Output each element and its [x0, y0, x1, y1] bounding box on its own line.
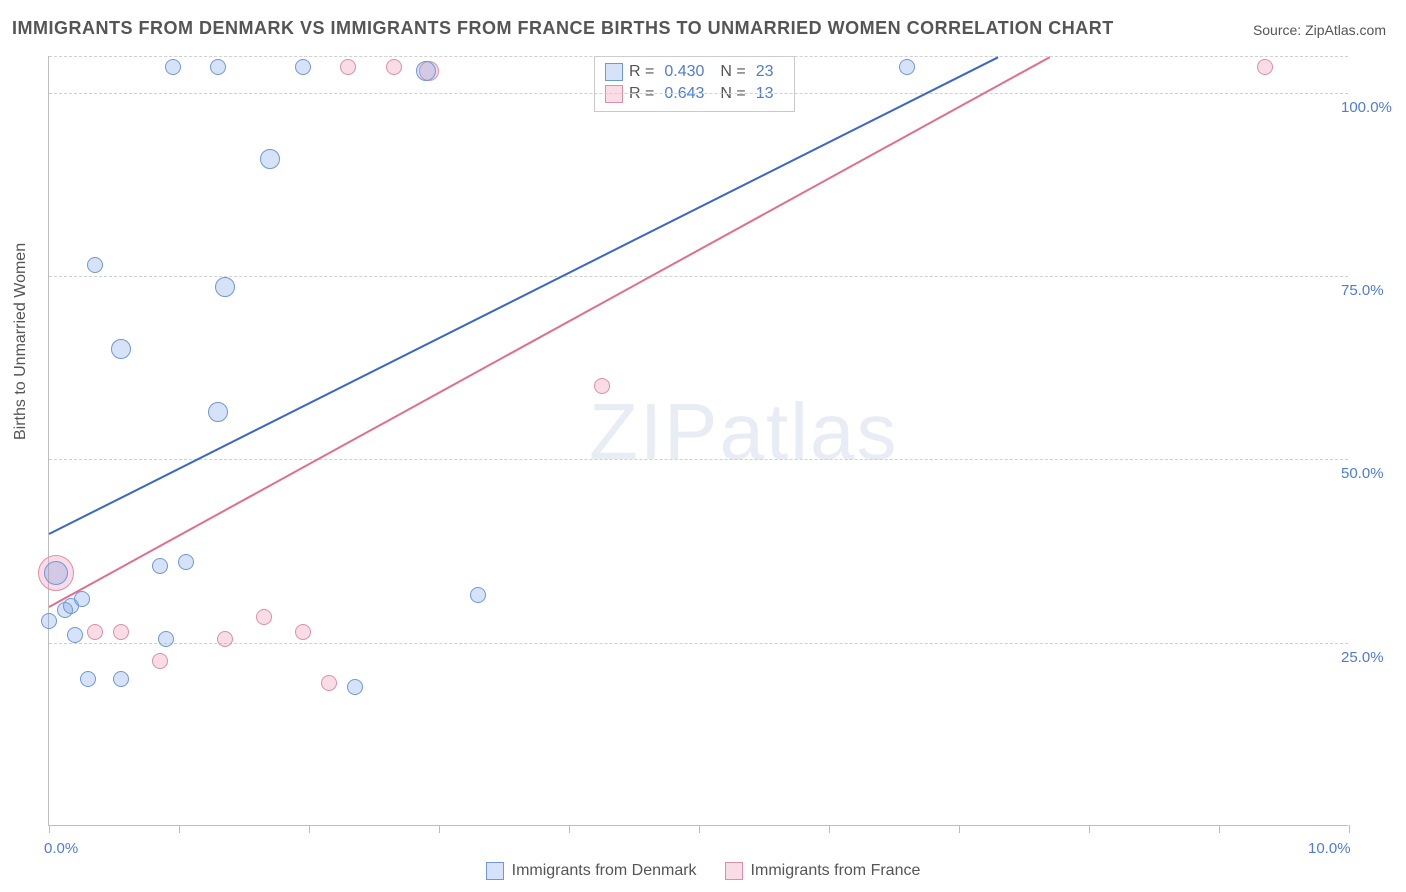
data-point: [594, 378, 610, 394]
gridline: [49, 643, 1348, 644]
data-point: [217, 631, 233, 647]
data-point: [113, 624, 129, 640]
x-tick: [1349, 825, 1350, 833]
r-value-france: 0.643: [664, 85, 704, 103]
data-point: [215, 277, 235, 297]
r-label: R =: [629, 85, 654, 103]
data-point: [87, 257, 103, 273]
gridline: [49, 459, 1348, 460]
data-point: [256, 609, 272, 625]
swatch-france: [605, 85, 623, 103]
x-tick: [439, 825, 440, 833]
x-tick: [829, 825, 830, 833]
y-tick-label: 25.0%: [1341, 649, 1384, 666]
series-legend: Immigrants from Denmark Immigrants from …: [0, 854, 1406, 888]
data-point: [470, 587, 486, 603]
x-tick: [49, 825, 50, 833]
scatter-plot-area: ZIPatlas R = 0.430 N = 23 R = 0.643 N = …: [48, 56, 1348, 826]
data-point: [113, 671, 129, 687]
x-tick: [179, 825, 180, 833]
data-point: [44, 561, 68, 585]
data-point: [111, 339, 131, 359]
x-tick: [699, 825, 700, 833]
data-point: [295, 624, 311, 640]
data-point: [67, 627, 83, 643]
data-point: [340, 59, 356, 75]
x-tick: [1089, 825, 1090, 833]
data-point: [386, 59, 402, 75]
data-point: [899, 59, 915, 75]
legend-label-denmark: Immigrants from Denmark: [512, 862, 697, 880]
data-point: [165, 59, 181, 75]
legend-label-france: Immigrants from France: [751, 862, 921, 880]
data-point: [158, 631, 174, 647]
n-label: N =: [720, 85, 745, 103]
swatch-denmark: [605, 63, 623, 81]
trend-line: [49, 56, 999, 534]
x-tick: [569, 825, 570, 833]
gridline: [49, 56, 1348, 57]
correlation-legend: R = 0.430 N = 23 R = 0.643 N = 13: [594, 56, 795, 112]
n-value-france: 13: [756, 85, 774, 103]
legend-item-france: Immigrants from France: [725, 854, 921, 888]
data-point: [295, 59, 311, 75]
y-tick-label: 75.0%: [1341, 282, 1384, 299]
data-point: [321, 675, 337, 691]
data-point: [87, 624, 103, 640]
data-point: [152, 558, 168, 574]
r-label: R =: [629, 63, 654, 81]
legend-row-denmark: R = 0.430 N = 23: [605, 61, 784, 83]
data-point: [416, 61, 436, 81]
gridline: [49, 276, 1348, 277]
r-value-denmark: 0.430: [664, 63, 704, 81]
chart-title: IMMIGRANTS FROM DENMARK VS IMMIGRANTS FR…: [12, 18, 1114, 39]
n-label: N =: [720, 63, 745, 81]
swatch-france: [725, 862, 743, 880]
y-tick-label: 100.0%: [1341, 99, 1392, 116]
y-tick-label: 50.0%: [1341, 465, 1384, 482]
legend-item-denmark: Immigrants from Denmark: [486, 854, 697, 888]
x-tick-label: 10.0%: [1308, 840, 1351, 857]
data-point: [260, 149, 280, 169]
x-tick-label: 0.0%: [44, 840, 78, 857]
x-tick: [1219, 825, 1220, 833]
data-point: [208, 402, 228, 422]
data-point: [178, 554, 194, 570]
data-point: [1257, 59, 1273, 75]
x-tick: [309, 825, 310, 833]
y-axis-label: Births to Unmarried Women: [12, 243, 30, 440]
swatch-denmark: [486, 862, 504, 880]
data-point: [152, 653, 168, 669]
source-attribution: Source: ZipAtlas.com: [1253, 22, 1386, 38]
data-point: [210, 59, 226, 75]
data-point: [41, 613, 57, 629]
n-value-denmark: 23: [756, 63, 774, 81]
gridline: [49, 93, 1348, 94]
watermark-text: ZIPatlas: [589, 386, 898, 478]
data-point: [80, 671, 96, 687]
trend-line: [49, 56, 1051, 608]
legend-row-france: R = 0.643 N = 13: [605, 83, 784, 105]
x-tick: [959, 825, 960, 833]
data-point: [347, 679, 363, 695]
